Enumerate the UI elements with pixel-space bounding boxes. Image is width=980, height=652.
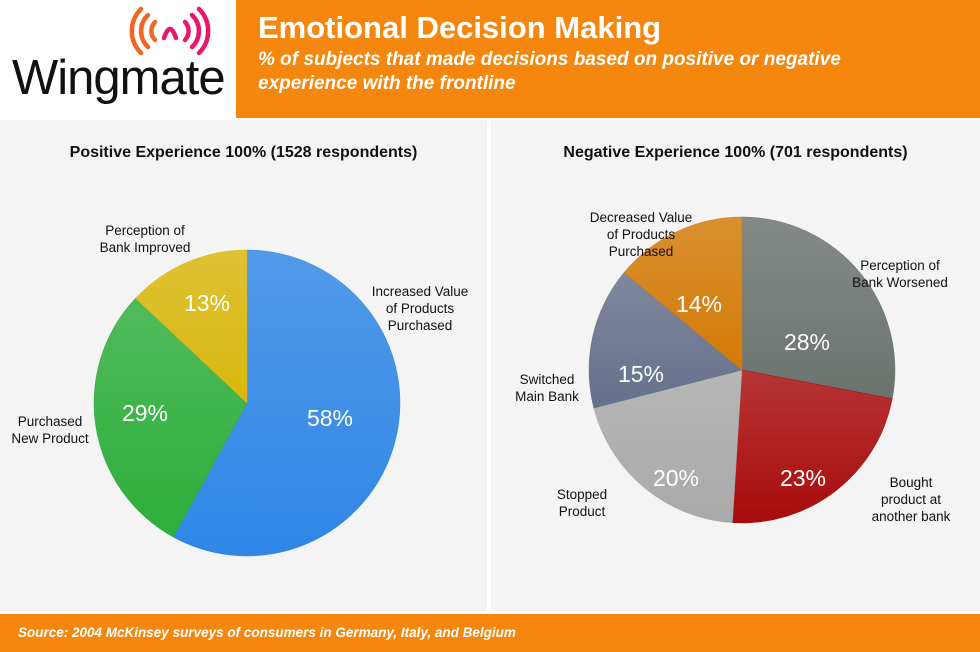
page-subtitle: % of subjects that made decisions based … bbox=[258, 49, 841, 94]
slice-value-label: 58% bbox=[307, 405, 353, 431]
slice-value-label: 28% bbox=[784, 329, 830, 355]
slice-category-label: Increased Value of Products Purchased bbox=[372, 284, 469, 333]
positive-pie-chart: 58% 29% 13% Increased Value of Products Purch… bbox=[11, 223, 469, 557]
signal-icon bbox=[129, 6, 211, 56]
pie-slice bbox=[732, 369, 893, 524]
chart-title: Negative Experience 100% (701 respondent… bbox=[563, 144, 908, 161]
slice-value-label: 23% bbox=[780, 465, 826, 491]
pie-slice bbox=[588, 272, 743, 409]
footer: Source: 2004 McKinsey surveys of consume… bbox=[0, 614, 980, 652]
slice-category-label: Purchased New Product bbox=[11, 414, 89, 446]
slice-value-label: 29% bbox=[122, 400, 168, 426]
slice-category-label: Decreased Value of Products Purchased bbox=[590, 210, 693, 259]
pie-slice bbox=[623, 216, 743, 371]
source-note: Source: 2004 McKinsey surveys of consume… bbox=[18, 625, 516, 640]
slice-category-label: Perception of Bank Worsened bbox=[852, 258, 948, 290]
logo: Wingmate bbox=[0, 0, 236, 118]
pie-slice bbox=[93, 297, 248, 538]
pie-slice bbox=[593, 369, 743, 523]
slice-value-label: 20% bbox=[653, 465, 699, 491]
chart-title: Positive Experience 100% (1528 responden… bbox=[69, 144, 418, 161]
title-band: Emotional Decision Making % of subjects … bbox=[236, 0, 980, 118]
pie-slice bbox=[135, 249, 248, 404]
negative-pie-chart: 28% 23% 20% 15% 14% Perception of Bank Worsene… bbox=[515, 210, 951, 524]
slice-category-label: Perception of Bank Improved bbox=[100, 223, 191, 255]
pie-slice bbox=[741, 216, 896, 399]
negative-chart-panel: Negative Experience 100% (701 respondent… bbox=[491, 120, 980, 611]
logo-text: Wingmate bbox=[12, 51, 226, 105]
slice-category-label: Bought product at another bank bbox=[872, 475, 951, 524]
pie-slice bbox=[172, 249, 401, 557]
header: Wingmate Emotional Decision Making % of … bbox=[0, 0, 980, 118]
slice-value-label: 15% bbox=[618, 361, 664, 387]
slice-category-label: Stopped Product bbox=[557, 487, 607, 519]
slice-value-label: 14% bbox=[676, 291, 722, 317]
positive-chart-panel: Positive Experience 100% (1528 responden… bbox=[0, 120, 487, 611]
slice-category-label: Switched Main Bank bbox=[515, 372, 579, 404]
page-title: Emotional Decision Making bbox=[258, 10, 662, 45]
slice-value-label: 13% bbox=[184, 290, 230, 316]
